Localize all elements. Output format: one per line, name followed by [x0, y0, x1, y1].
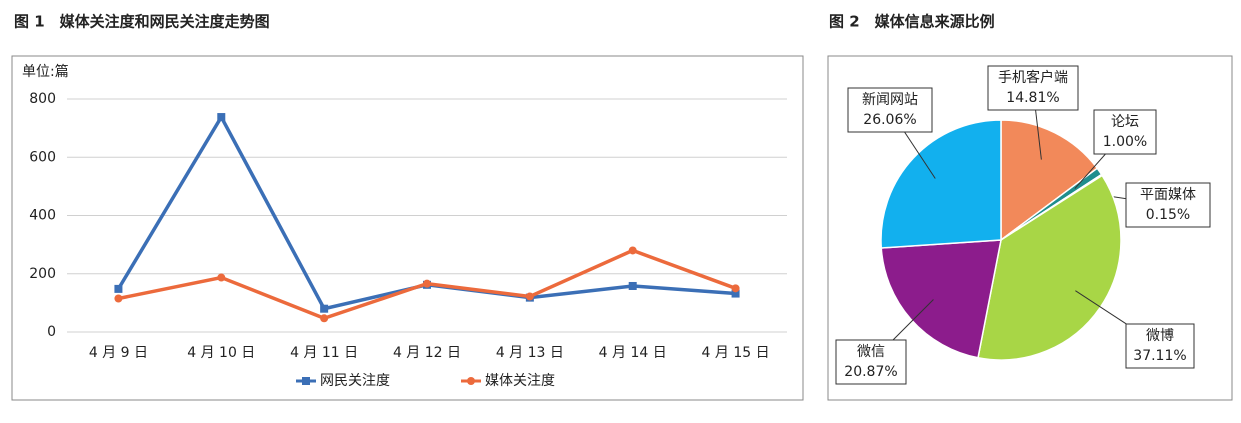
- slice-label: 微博: [1146, 327, 1174, 344]
- x-tick-label: 4 月 12 日: [393, 345, 461, 361]
- slice-label: 新闻网站: [862, 92, 918, 108]
- chart-title: 图 2 媒体信息来源比例: [829, 13, 995, 31]
- point: [423, 279, 431, 288]
- pie-slice: [977, 174, 1122, 361]
- pie-slice: [880, 119, 1002, 249]
- x-tick-label: 4 月 13 日: [496, 345, 564, 361]
- x-tick-label: 4 月 14 日: [599, 345, 667, 361]
- label-box: [987, 65, 1079, 111]
- chart-frame: [827, 55, 1233, 401]
- legend-label: 网民关注度: [320, 373, 390, 389]
- slice-value: 1.00%: [1103, 134, 1147, 150]
- point: [525, 292, 534, 301]
- slice-label: 论坛: [1111, 114, 1139, 130]
- chart-frame: [11, 55, 804, 401]
- slice-value: 26.06%: [863, 112, 916, 128]
- legend-marker: [467, 377, 475, 385]
- point: [731, 284, 740, 293]
- legend-marker: [302, 377, 310, 385]
- y-tick-label: 0: [47, 324, 56, 340]
- slice-value: 14.81%: [1006, 90, 1059, 106]
- x-tick-label: 4 月 15 日: [702, 345, 770, 361]
- point: [628, 281, 637, 290]
- x-tick-label: 4 月 10 日: [187, 345, 255, 361]
- label-box: [1125, 182, 1211, 228]
- y-tick-label: 200: [29, 266, 56, 282]
- label-box: [847, 87, 933, 133]
- point: [217, 113, 226, 122]
- slice-value: 20.87%: [844, 364, 897, 380]
- slice-label: 手机客户端: [998, 69, 1068, 86]
- slice-label: 微信: [857, 344, 885, 360]
- point: [731, 289, 740, 298]
- point: [217, 273, 226, 282]
- y-tick-label: 600: [29, 149, 56, 165]
- chart-title: 图 1 媒体关注度和网民关注度走势图: [14, 13, 270, 31]
- x-tick-label: 4 月 11 日: [290, 345, 358, 361]
- label-box: [1125, 323, 1195, 369]
- point: [114, 284, 123, 293]
- label-box: [1093, 109, 1157, 155]
- slice-label: 平面媒体: [1140, 187, 1196, 203]
- x-tick-label: 4 月 9 日: [89, 345, 148, 361]
- label-box: [835, 339, 907, 385]
- slice-value: 0.15%: [1146, 207, 1190, 223]
- pie-slice: [880, 239, 1002, 359]
- y-tick-label: 800: [29, 91, 56, 107]
- y-tick-label: 400: [29, 208, 56, 224]
- point: [320, 314, 329, 323]
- point: [628, 246, 637, 255]
- point: [320, 304, 329, 313]
- legend-label: 媒体关注度: [485, 373, 555, 389]
- point: [114, 294, 123, 303]
- y-axis-label: 单位:篇: [22, 64, 69, 80]
- slice-value: 37.11%: [1133, 348, 1186, 364]
- pie-slice: [1000, 119, 1099, 242]
